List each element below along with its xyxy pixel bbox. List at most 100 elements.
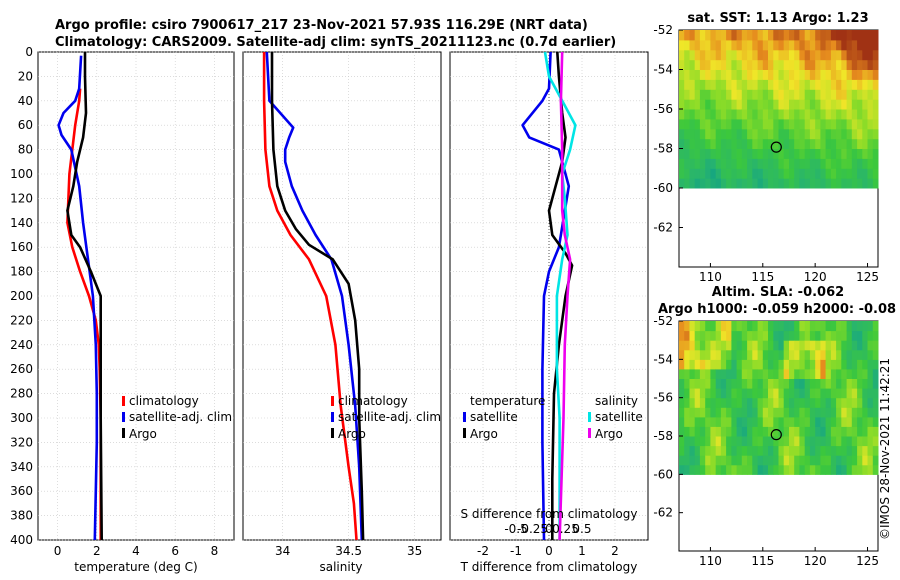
- map-cell: [851, 158, 858, 169]
- map-cell: [809, 49, 816, 61]
- map-cell: [872, 138, 879, 149]
- legend-label-s-satellite: satellite: [595, 410, 643, 424]
- legend-title-temperature: temperature: [470, 394, 545, 408]
- legend-swatch-climatology: [122, 396, 125, 406]
- map-cell: [872, 59, 879, 70]
- map-cell: [679, 340, 685, 351]
- map-cell: [726, 69, 732, 80]
- depth-tick-label: 400: [10, 533, 33, 547]
- map-cell: [820, 118, 827, 130]
- map-cell: [757, 436, 764, 447]
- x-tick-label: -2: [477, 544, 489, 558]
- legend-swatch-t-argo: [463, 428, 466, 438]
- map-cell: [825, 118, 832, 130]
- map-cell: [783, 30, 790, 41]
- map-cell: [720, 340, 727, 351]
- map-cell: [778, 148, 785, 159]
- map-cell: [679, 138, 685, 149]
- map-cell: [846, 397, 853, 408]
- map-cell: [694, 445, 701, 456]
- map-cell: [726, 178, 732, 189]
- map-cell: [694, 321, 701, 332]
- map-cell: [736, 168, 743, 179]
- map-cell: [825, 436, 832, 447]
- map-cell: [789, 397, 795, 408]
- map-cell: [841, 99, 847, 110]
- map-cell: [689, 368, 696, 379]
- map-cell: [867, 99, 874, 110]
- map-cell: [778, 168, 785, 179]
- map-cell: [773, 128, 779, 140]
- map-cell: [815, 49, 821, 61]
- map-cell: [684, 138, 690, 149]
- map-cell: [726, 464, 732, 475]
- map-cell: [773, 330, 779, 341]
- map-cell: [794, 340, 800, 351]
- map-cell: [731, 59, 738, 70]
- map-cell: [715, 99, 722, 110]
- map-cell: [857, 89, 863, 100]
- map-cell: [830, 321, 837, 332]
- map-cell: [773, 416, 779, 427]
- map-cell: [836, 464, 842, 475]
- map-cell: [789, 436, 795, 447]
- map-cell: [752, 128, 758, 140]
- depth-tick-label: 220: [10, 313, 33, 327]
- map-cell: [679, 397, 685, 408]
- map-cell: [747, 178, 753, 189]
- map-cell: [705, 426, 711, 437]
- map-cell: [851, 445, 858, 456]
- map-cell: [857, 99, 863, 110]
- map-cell: [783, 168, 790, 179]
- map-cell: [726, 148, 732, 159]
- map-cell: [773, 388, 779, 399]
- map-cell: [851, 464, 858, 475]
- map-cell: [789, 464, 795, 475]
- map-cell: [836, 79, 842, 90]
- map-cell: [836, 330, 842, 341]
- map-cell: [773, 148, 779, 159]
- map-cell: [815, 109, 821, 120]
- map-cell: [820, 99, 827, 110]
- series-line-temperature-satellite: [521, 51, 571, 541]
- series-line-Argo: [270, 52, 365, 541]
- map-cell: [825, 445, 832, 456]
- depth-tick-label: 280: [10, 387, 33, 401]
- map-cell: [778, 39, 785, 51]
- map-cell: [768, 128, 774, 140]
- map-cell: [726, 330, 732, 341]
- map-cell: [809, 168, 816, 179]
- map-cell: [778, 158, 785, 169]
- map-cell: [789, 426, 795, 437]
- map-cell: [794, 39, 800, 51]
- map-cell: [747, 349, 753, 360]
- map-cell: [773, 378, 779, 389]
- map-cell: [846, 79, 853, 90]
- map-cell: [799, 368, 806, 379]
- map-cell: [830, 158, 837, 169]
- map-cell: [809, 59, 816, 70]
- map-cell: [768, 397, 774, 408]
- map-cell: [851, 128, 858, 140]
- map-cell: [699, 69, 706, 80]
- map-cell: [731, 69, 738, 80]
- map-cell: [830, 168, 837, 179]
- difference-series: [521, 51, 577, 541]
- map-cell: [710, 340, 717, 351]
- map-cell: [836, 368, 842, 379]
- map-cell: [705, 340, 711, 351]
- map-cell: [731, 368, 738, 379]
- map-cell: [778, 416, 785, 427]
- map-cell: [747, 407, 753, 418]
- map-cell: [679, 49, 685, 61]
- legend-swatch-t-satellite: [463, 412, 466, 422]
- map-cell: [731, 378, 738, 389]
- map-cell: [830, 378, 837, 389]
- map-cell: [789, 79, 795, 90]
- salinity-tick-labels: 34 34.5 35: [275, 544, 422, 558]
- map-cell: [773, 426, 779, 437]
- map-cell: [694, 89, 701, 100]
- map-cell: [825, 138, 832, 149]
- map-cell: [699, 321, 706, 332]
- map-cell: [689, 168, 696, 179]
